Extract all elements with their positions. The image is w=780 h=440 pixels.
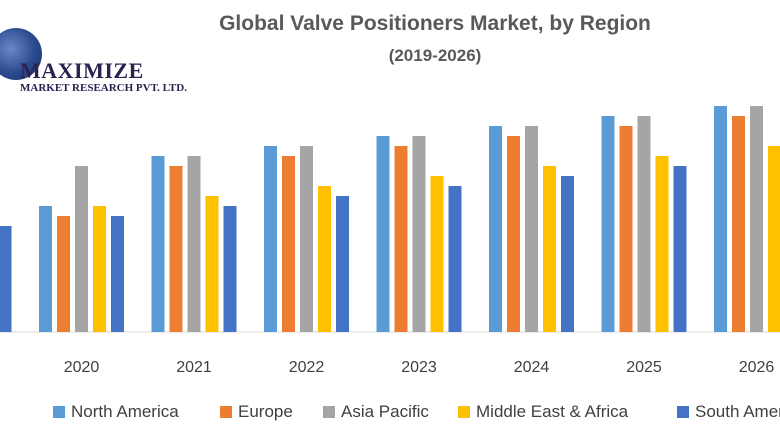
bar-north-america-2020 [39, 206, 52, 332]
bar-middle-east-and-africa-2024 [543, 166, 556, 332]
bar-asia-pacific-2020 [75, 166, 88, 332]
legend-swatch [220, 406, 232, 418]
company-logo: MAXIMIZE MARKET RESEARCH PVT. LTD. [0, 22, 200, 102]
bar-asia-pacific-2021 [187, 156, 201, 332]
bar-south-america-2021 [223, 206, 237, 332]
chart-title: Global Valve Positioners Market, by Regi… [219, 12, 651, 35]
globe-icon [0, 28, 42, 80]
bar-europe-2021 [169, 166, 183, 332]
x-tick-label-2021: 2021 [176, 359, 212, 376]
legend-swatch [458, 406, 470, 418]
bar-south-america-2020 [111, 216, 124, 332]
bar-middle-east-and-africa-2025 [655, 156, 669, 332]
logo-subtitle: MARKET RESEARCH PVT. LTD. [20, 82, 187, 94]
legend-label: North America [71, 402, 179, 421]
legend-item-asia-pacific: Asia Pacific [323, 402, 429, 422]
bar-north-america-2024 [489, 126, 502, 332]
bar-north-america-2022 [264, 146, 277, 332]
bar-south-america-2024 [561, 176, 574, 332]
bar-south-america-2022 [336, 196, 349, 332]
bar-middle-east-and-africa-2026 [768, 146, 780, 332]
legend-swatch [53, 406, 65, 418]
bar-chart: 20192020202120222023202420252026 [0, 106, 780, 376]
bar-north-america-2023 [376, 136, 390, 332]
legend-label: Europe [238, 402, 293, 421]
logo-name: MAXIMIZE [20, 58, 144, 83]
x-tick-label-2023: 2023 [401, 359, 437, 376]
legend-label: Asia Pacific [341, 402, 429, 421]
x-tick-label-2020: 2020 [64, 359, 100, 376]
bar-middle-east-and-africa-2021 [205, 196, 219, 332]
legend-label: South America [695, 402, 780, 421]
bar-europe-2026 [732, 116, 745, 332]
legend-label: Middle East & Africa [476, 402, 629, 421]
legend-item-middle-east-and-africa: Middle East & Africa [458, 402, 628, 422]
legend-item-south-america: South America [677, 402, 780, 422]
bar-europe-2023 [394, 146, 408, 332]
bar-north-america-2026 [714, 106, 727, 332]
x-tick-label-2025: 2025 [626, 359, 662, 376]
x-tick-label-2022: 2022 [289, 359, 325, 376]
bar-europe-2022 [282, 156, 295, 332]
legend-swatch [677, 406, 689, 418]
bar-europe-2025 [619, 126, 633, 332]
bar-south-america-2023 [448, 186, 462, 332]
bar-middle-east-and-africa-2022 [318, 186, 331, 332]
bar-north-america-2021 [151, 156, 165, 332]
chart-subtitle: (2019-2026) [388, 46, 482, 65]
legend-item-europe: Europe [220, 402, 293, 422]
bar-asia-pacific-2022 [300, 146, 313, 332]
x-tick-label-2024: 2024 [514, 359, 550, 376]
bar-asia-pacific-2026 [750, 106, 763, 332]
chart-legend: North America Europe Asia Pacific Middle Ea… [0, 402, 780, 428]
bar-middle-east-and-africa-2020 [93, 206, 106, 332]
legend-item-north-america: North America [53, 402, 179, 422]
bar-south-america-2025 [673, 166, 687, 332]
bar-south-america-2019 [0, 226, 12, 332]
bar-asia-pacific-2025 [637, 116, 651, 332]
bar-europe-2024 [507, 136, 520, 332]
bar-europe-2020 [57, 216, 70, 332]
legend-swatch [323, 406, 335, 418]
x-tick-label-2026: 2026 [739, 359, 775, 376]
bar-middle-east-and-africa-2023 [430, 176, 444, 332]
bar-north-america-2025 [601, 116, 615, 332]
bar-asia-pacific-2023 [412, 136, 426, 332]
bar-asia-pacific-2024 [525, 126, 538, 332]
